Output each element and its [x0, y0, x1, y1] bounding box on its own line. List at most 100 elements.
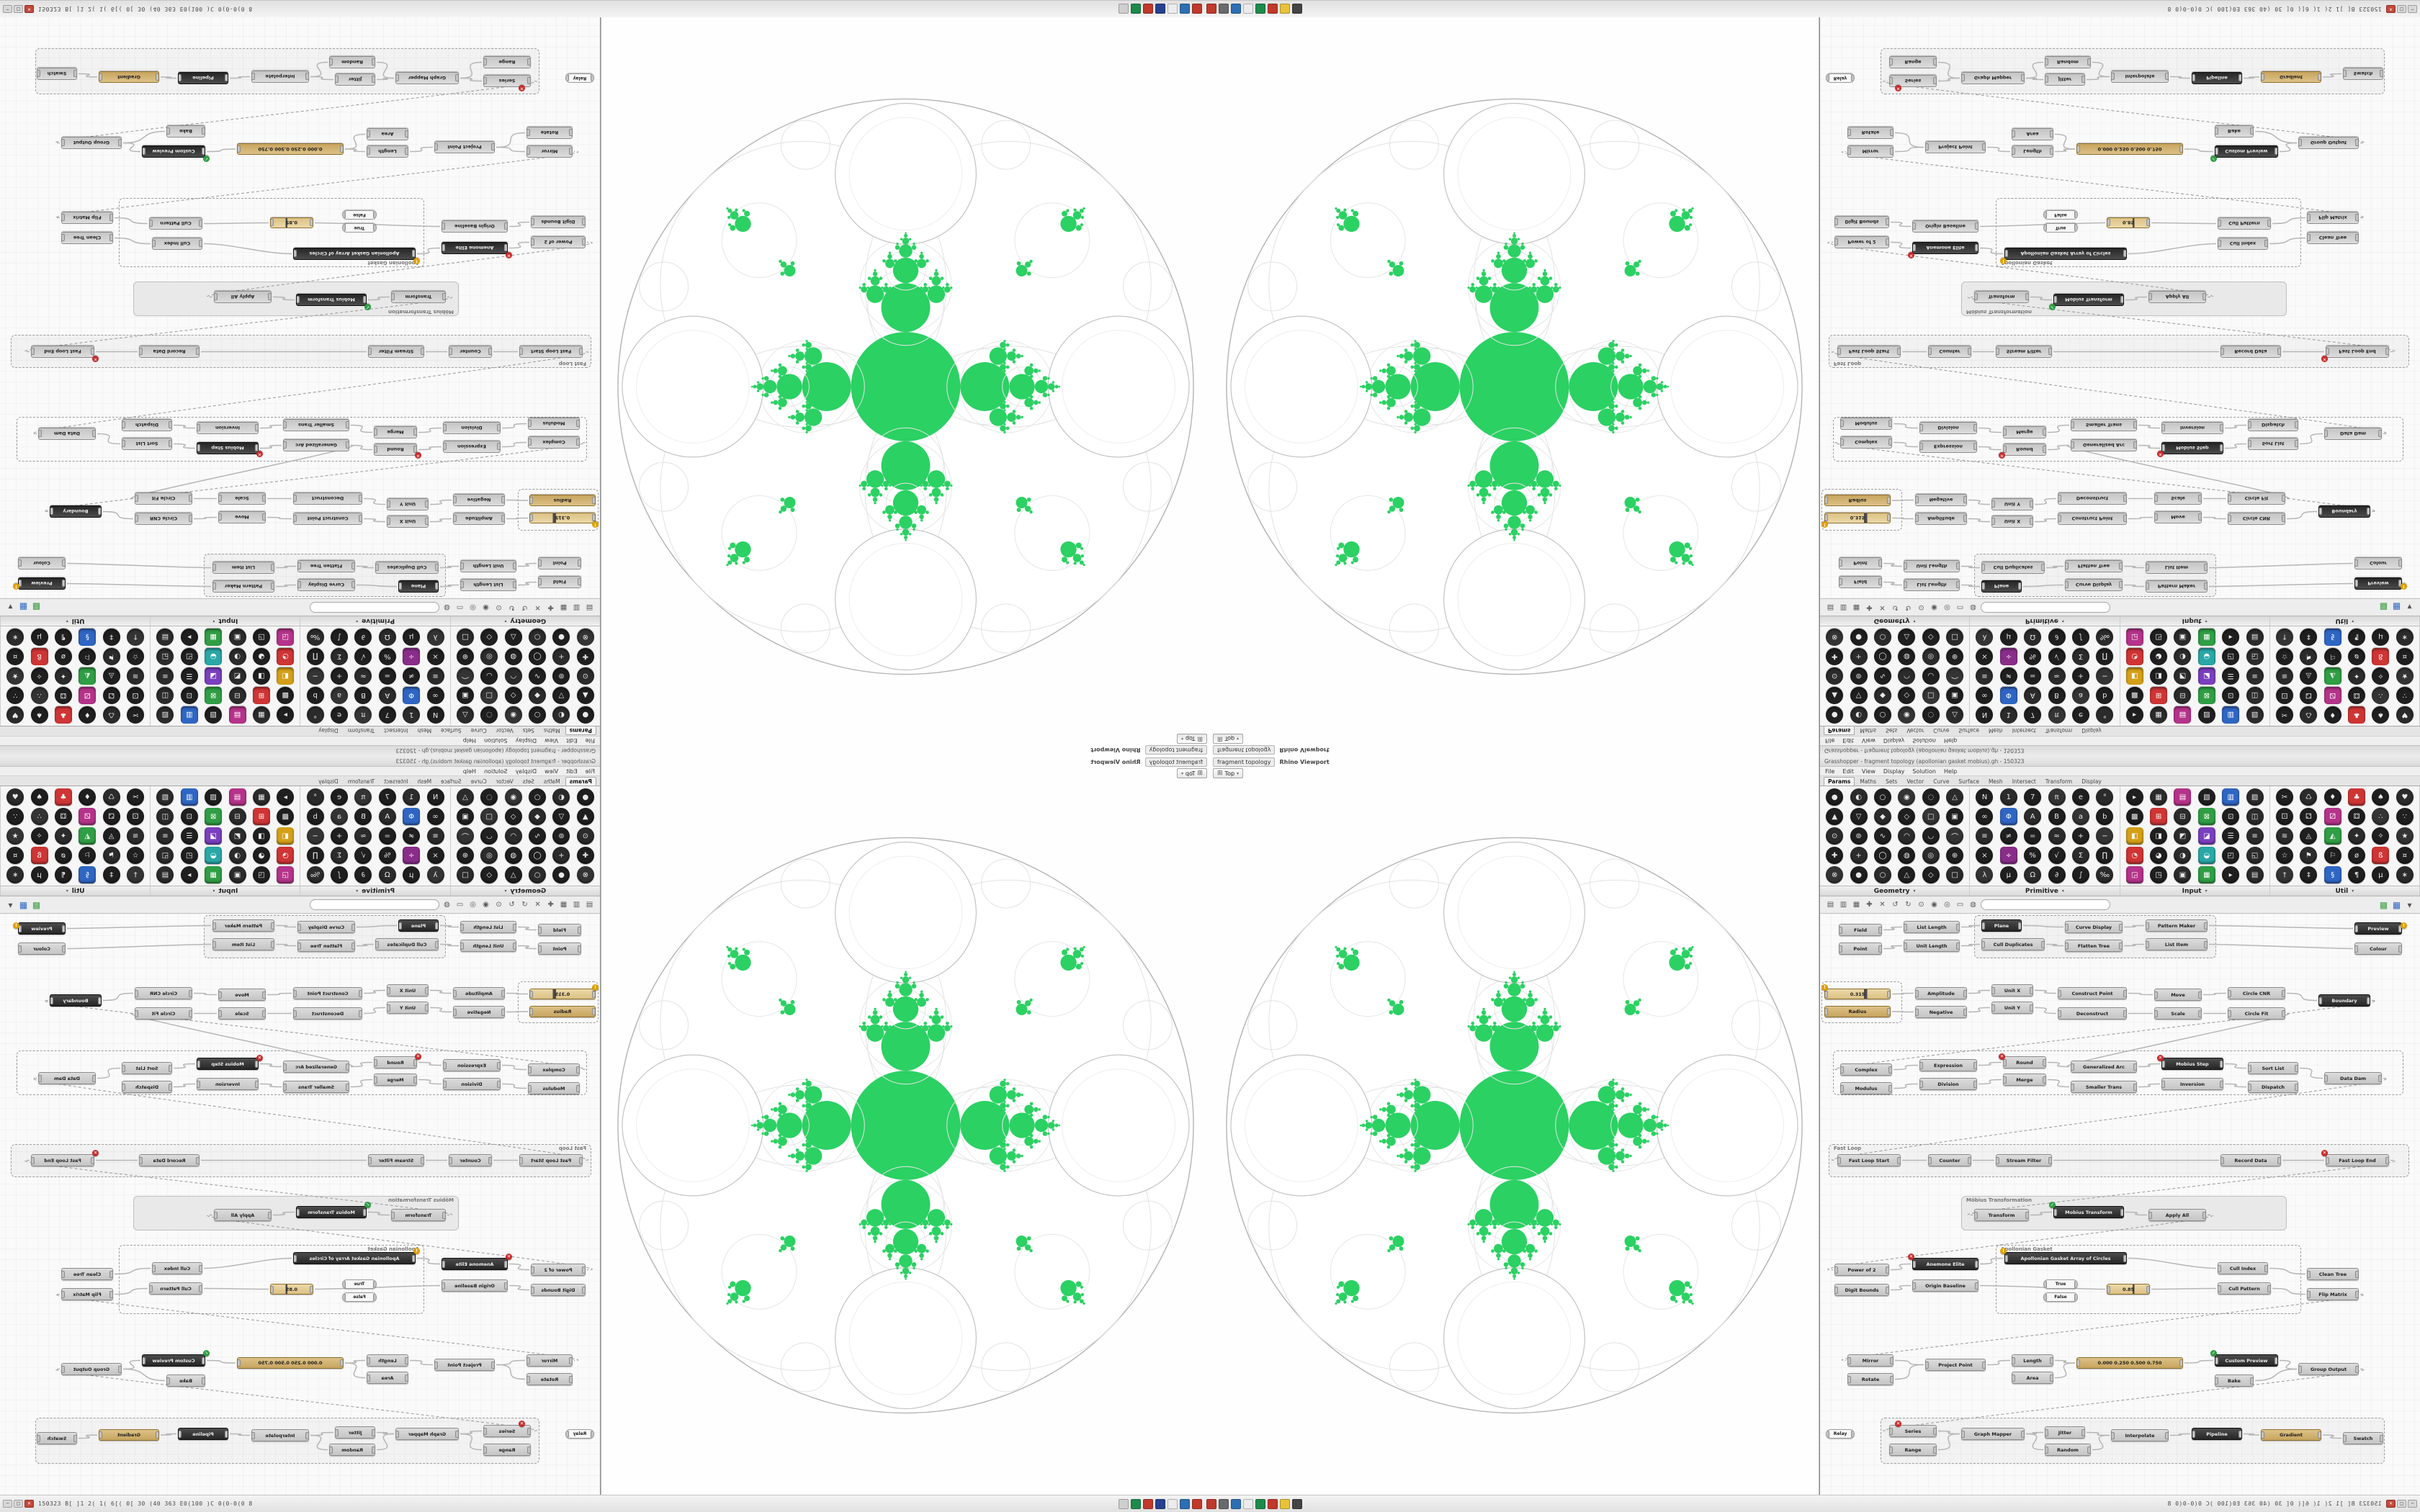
node-expression[interactable]: Expression	[443, 441, 501, 453]
toolbar-icon[interactable]: ◉	[1931, 901, 1937, 909]
component-icon[interactable]: ✂	[127, 788, 145, 806]
component-icon[interactable]: ▣	[1946, 808, 1964, 825]
component-icon[interactable]: ∗	[6, 866, 24, 883]
component-icon[interactable]: †	[127, 629, 145, 646]
component-icon[interactable]: ∗	[6, 629, 24, 646]
menu-display[interactable]: Display	[1883, 768, 1905, 775]
component-icon[interactable]: ✧	[2372, 827, 2390, 845]
component-icon[interactable]: ◇	[1898, 687, 1916, 704]
node-unit-y[interactable]: Unit Y	[387, 498, 429, 510]
maximize-button[interactable]: ▢	[2397, 5, 2406, 13]
component-icon[interactable]: ⌒	[456, 827, 474, 845]
component-icon[interactable]: ✦	[54, 827, 72, 845]
maximize-button[interactable]: ▢	[2397, 1500, 2406, 1508]
component-icon[interactable]: △	[456, 788, 474, 806]
menu-edit[interactable]: Edit	[1842, 768, 1854, 775]
tab-maths[interactable]: Maths	[543, 727, 560, 734]
toolbar-icon[interactable]: ⊙	[496, 901, 502, 909]
component-icon[interactable]: ▤	[156, 866, 174, 883]
component-icon[interactable]: ♠	[30, 788, 48, 806]
component-icon[interactable]: ○	[529, 788, 547, 806]
component-icon[interactable]: √	[2048, 648, 2066, 665]
tab-sets[interactable]: Sets	[522, 778, 534, 785]
node-cull-duplicates[interactable]: Cull Duplicates	[375, 562, 439, 574]
component-icon[interactable]: ◲	[2125, 629, 2143, 646]
component-icon[interactable]: ▸	[2222, 866, 2240, 883]
component-icon[interactable]: ◡	[1922, 827, 1940, 845]
component-icon[interactable]: ◍	[1898, 847, 1916, 864]
toolbar-icon[interactable]: ▾	[2407, 602, 2412, 613]
component-icon[interactable]: ⚂	[2323, 808, 2341, 825]
node-deconstruct[interactable]: Deconstruct	[293, 492, 362, 505]
component-icon[interactable]: ∵	[6, 687, 24, 704]
component-icon[interactable]: ◫	[2246, 687, 2264, 704]
component-icon[interactable]: √	[354, 847, 372, 864]
component-icon[interactable]: %	[2024, 648, 2042, 665]
component-icon[interactable]: ◭	[79, 827, 97, 845]
component-icon[interactable]: ⚀	[127, 808, 145, 825]
component-icon[interactable]: ◕	[252, 648, 270, 665]
toolbar-icon[interactable]: ↻	[1905, 603, 1912, 611]
component-icon[interactable]: ‡	[102, 629, 120, 646]
tray-app-icon[interactable]	[1230, 1498, 1241, 1509]
tab-transform[interactable]: Transform	[2045, 727, 2073, 734]
node-circle-fit[interactable]: Circle Fit	[135, 492, 192, 505]
ribbon-group-label[interactable]: Input ▾	[2120, 616, 2269, 626]
tab-vector[interactable]: Vector	[496, 778, 514, 785]
component-icon[interactable]: ⚀	[2275, 808, 2293, 825]
component-icon[interactable]: −	[2096, 667, 2114, 685]
node-pattern-maker[interactable]: Pattern Maker	[212, 580, 274, 593]
tab-transform[interactable]: Transform	[347, 778, 375, 785]
component-icon[interactable]: ▣	[456, 808, 474, 825]
component-icon[interactable]: ≡	[2246, 827, 2264, 845]
component-icon[interactable]: ⊠	[2197, 808, 2215, 825]
toolbar-icon[interactable]: ✕	[534, 603, 541, 611]
toolbar-icon[interactable]: ▤	[586, 901, 593, 909]
node-area[interactable]: Area	[2012, 128, 2053, 140]
node-graph-mapper[interactable]: Graph Mapper	[395, 1428, 459, 1440]
component-icon[interactable]: ○	[1873, 706, 1891, 724]
component-icon[interactable]: ⊟	[228, 808, 246, 825]
node-list-length[interactable]: List Length	[1904, 921, 1960, 933]
component-icon[interactable]: ⊠	[205, 687, 223, 704]
component-icon[interactable]: ▲	[576, 687, 594, 704]
node-generalized-arc[interactable]: Generalized Arc	[2071, 1061, 2137, 1073]
node-circle-cnr[interactable]: Circle CNR	[2228, 513, 2285, 525]
component-icon[interactable]: ≈	[354, 827, 372, 845]
canvas-search-input[interactable]	[310, 602, 439, 613]
component-icon[interactable]: ¤	[6, 847, 24, 864]
node-negative[interactable]: Negative	[1915, 494, 1967, 506]
node-sort-list[interactable]: Sort List	[122, 1062, 172, 1074]
node-modulus[interactable]: Modulus	[528, 418, 580, 430]
tab-surface[interactable]: Surface	[441, 778, 462, 785]
menu-file[interactable]: File	[585, 768, 595, 775]
component-icon[interactable]: µ	[2372, 866, 2390, 883]
toolbar-icon[interactable]: ▦	[560, 603, 568, 611]
grasshopper-canvas[interactable]: Fast Loop Möbius Transformation Apollonian…	[0, 914, 600, 1495]
component-icon[interactable]: ⌒	[1946, 667, 1964, 685]
component-icon[interactable]: ◕	[2150, 847, 2168, 864]
node-list-length[interactable]: List Length	[460, 579, 516, 591]
component-icon[interactable]: ¤	[2396, 847, 2414, 864]
grasshopper-canvas[interactable]: Fast Loop Möbius Transformation Apollonian…	[1820, 914, 2420, 1495]
node-fast-loop-start[interactable]: Fast Loop Start	[1837, 346, 1901, 358]
node-construct-point[interactable]: Construct Point	[293, 513, 362, 525]
component-icon[interactable]: §	[2323, 866, 2341, 883]
tray-app-icon[interactable]	[1118, 1498, 1129, 1509]
component-icon[interactable]: ●	[576, 706, 594, 724]
component-icon[interactable]: ♦	[2323, 788, 2341, 806]
component-icon[interactable]: □	[1946, 866, 1964, 883]
component-icon[interactable]: ⚀	[2275, 687, 2293, 704]
toolbar-icon[interactable]: ▩	[32, 899, 41, 910]
component-icon[interactable]: ß	[30, 847, 48, 864]
node-0-315[interactable]: 0.315	[529, 989, 596, 999]
component-icon[interactable]: ⚁	[102, 687, 120, 704]
component-icon[interactable]: ‰	[2096, 866, 2114, 883]
node-interpolate[interactable]: Interpolate	[2111, 1429, 2169, 1441]
component-icon[interactable]: ⊟	[228, 687, 246, 704]
node-preview[interactable]: Preview	[18, 922, 66, 935]
node-list-length[interactable]: List Length	[460, 921, 516, 933]
node-colour[interactable]: Colour	[2354, 557, 2402, 570]
component-icon[interactable]: ◨	[2150, 667, 2168, 685]
toolbar-icon[interactable]: ▤	[1827, 901, 1834, 909]
